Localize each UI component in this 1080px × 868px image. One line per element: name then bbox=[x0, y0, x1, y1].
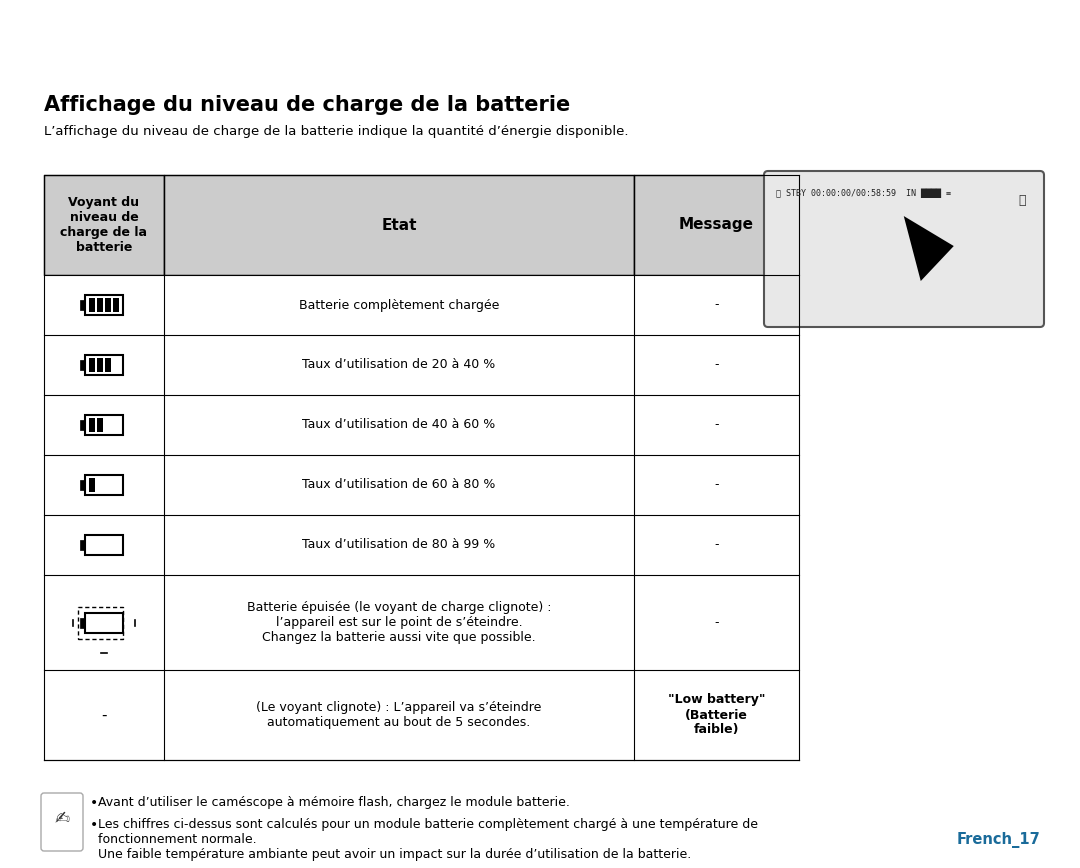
Bar bbox=[85, 295, 123, 315]
Text: -: - bbox=[714, 616, 719, 629]
Text: Taux d’utilisation de 80 à 99 %: Taux d’utilisation de 80 à 99 % bbox=[302, 538, 496, 551]
Text: (Le voyant clignote) : L’appareil va s’éteindre
automatiquement au bout de 5 sec: (Le voyant clignote) : L’appareil va s’é… bbox=[256, 701, 542, 729]
Text: Taux d’utilisation de 40 à 60 %: Taux d’utilisation de 40 à 60 % bbox=[302, 418, 496, 431]
Bar bbox=[80, 300, 85, 310]
Bar bbox=[105, 358, 111, 372]
Bar bbox=[44, 575, 799, 670]
Text: "Low battery"
(Batterie
faible): "Low battery" (Batterie faible) bbox=[667, 694, 766, 737]
Bar bbox=[89, 358, 95, 372]
Bar bbox=[80, 540, 85, 550]
Text: ✍: ✍ bbox=[54, 809, 69, 827]
Bar bbox=[80, 617, 85, 628]
Text: Affichage du niveau de charge de la batterie: Affichage du niveau de charge de la batt… bbox=[44, 95, 570, 115]
Bar bbox=[89, 478, 95, 492]
Text: French_17: French_17 bbox=[956, 832, 1040, 848]
Bar bbox=[80, 360, 85, 370]
Bar bbox=[44, 515, 799, 575]
Bar bbox=[97, 358, 103, 372]
Bar bbox=[85, 613, 123, 633]
Text: Les chiffres ci-dessus sont calculés pour un module batterie complètement chargé: Les chiffres ci-dessus sont calculés pou… bbox=[98, 818, 758, 861]
Text: Taux d’utilisation de 20 à 40 %: Taux d’utilisation de 20 à 40 % bbox=[302, 358, 496, 372]
Bar bbox=[44, 670, 799, 760]
Text: Avant d’utiliser le caméscope à mémoire flash, chargez le module batterie.: Avant d’utiliser le caméscope à mémoire … bbox=[98, 796, 570, 809]
Polygon shape bbox=[904, 216, 954, 281]
Bar bbox=[44, 275, 799, 335]
Bar bbox=[164, 175, 634, 275]
Text: -: - bbox=[102, 707, 107, 722]
Bar bbox=[97, 298, 103, 312]
Bar bbox=[85, 535, 123, 555]
Bar bbox=[44, 455, 799, 515]
Bar bbox=[85, 415, 123, 435]
Bar bbox=[89, 298, 95, 312]
Bar bbox=[80, 420, 85, 430]
FancyBboxPatch shape bbox=[764, 171, 1044, 327]
Bar bbox=[113, 298, 119, 312]
Text: -: - bbox=[714, 299, 719, 312]
FancyBboxPatch shape bbox=[41, 793, 83, 851]
Bar bbox=[44, 175, 164, 275]
Text: •: • bbox=[90, 796, 98, 810]
Bar bbox=[44, 395, 799, 455]
Text: -: - bbox=[714, 418, 719, 431]
Text: -: - bbox=[714, 358, 719, 372]
Text: -: - bbox=[714, 538, 719, 551]
Bar bbox=[634, 175, 799, 275]
Text: 📷 STBY 00:00:00/00:58:59  IN ████ ≡: 📷 STBY 00:00:00/00:58:59 IN ████ ≡ bbox=[777, 188, 951, 198]
Text: •: • bbox=[90, 818, 98, 832]
Bar bbox=[85, 475, 123, 495]
Bar bbox=[97, 418, 103, 432]
Text: -: - bbox=[714, 478, 719, 491]
Bar bbox=[80, 480, 85, 490]
Text: Voyant du
niveau de
charge de la
batterie: Voyant du niveau de charge de la batteri… bbox=[60, 196, 148, 254]
Text: ⧉: ⧉ bbox=[1018, 194, 1026, 207]
Text: Etat: Etat bbox=[381, 218, 417, 233]
Text: Message: Message bbox=[679, 218, 754, 233]
Bar bbox=[44, 335, 799, 395]
Text: Batterie épuisée (le voyant de charge clignote) :
l’appareil est sur le point de: Batterie épuisée (le voyant de charge cl… bbox=[246, 601, 551, 644]
Bar bbox=[85, 355, 123, 375]
Text: L’affichage du niveau de charge de la batterie indique la quantité d’énergie dis: L’affichage du niveau de charge de la ba… bbox=[44, 125, 629, 138]
Bar bbox=[105, 298, 111, 312]
Text: Batterie complètement chargée: Batterie complètement chargée bbox=[299, 299, 499, 312]
Text: Taux d’utilisation de 60 à 80 %: Taux d’utilisation de 60 à 80 % bbox=[302, 478, 496, 491]
Bar bbox=[89, 418, 95, 432]
